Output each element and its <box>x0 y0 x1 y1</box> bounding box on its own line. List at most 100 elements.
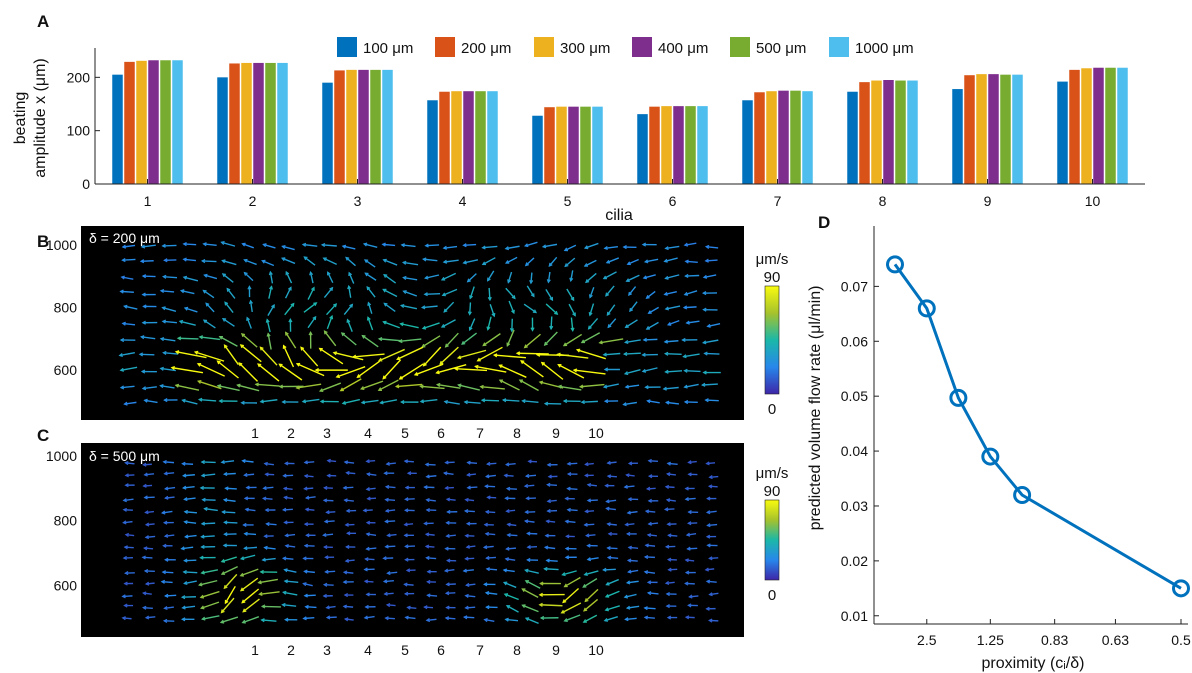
velocity-arrow-head <box>582 584 587 588</box>
velocity-arrow <box>684 242 697 246</box>
velocity-arrow-head <box>262 243 267 248</box>
velocity-arrow-head <box>603 367 609 372</box>
velocity-arrow-head <box>377 387 383 391</box>
velocity-arrow <box>341 332 357 346</box>
velocity-arrow-head <box>246 316 250 321</box>
bar-9-series-6 <box>1012 74 1023 184</box>
panel-a-xtick-label: 9 <box>984 193 992 209</box>
legend-swatch-3 <box>534 37 554 57</box>
velocity-arrow <box>201 473 216 477</box>
panel-b-label: B <box>37 232 49 251</box>
velocity-arrow <box>263 497 273 500</box>
velocity-arrow <box>706 580 717 583</box>
velocity-arrow <box>162 306 177 313</box>
velocity-arrow-head <box>444 460 449 465</box>
velocity-arrow-head <box>445 497 451 502</box>
velocity-arrow <box>296 363 325 377</box>
velocity-arrow <box>568 303 576 316</box>
velocity-arrow <box>685 559 695 562</box>
velocity-arrow <box>565 520 576 523</box>
velocity-arrow-head <box>641 368 647 373</box>
velocity-arrow <box>463 569 474 572</box>
velocity-arrow-head <box>200 521 206 526</box>
velocity-arrow <box>285 332 297 349</box>
velocity-arrow <box>405 498 415 501</box>
velocity-arrow <box>296 383 322 389</box>
velocity-arrow-head <box>141 605 147 610</box>
velocity-arrow <box>182 399 198 405</box>
velocity-arrow <box>523 303 537 314</box>
velocity-arrow-head <box>220 571 226 575</box>
velocity-arrow <box>202 615 220 620</box>
velocity-arrow <box>139 353 155 356</box>
velocity-arrow-head <box>365 592 370 597</box>
velocity-arrow-head <box>282 486 288 491</box>
velocity-arrow-head <box>142 304 147 309</box>
velocity-arrow-head <box>561 572 566 577</box>
velocity-arrow <box>268 286 273 299</box>
velocity-arrow-head <box>318 388 324 393</box>
velocity-arrow <box>464 401 481 404</box>
velocity-arrow <box>122 595 133 598</box>
velocity-arrow-head <box>364 557 369 562</box>
velocity-arrow-head <box>549 296 554 302</box>
velocity-arrow <box>557 364 585 379</box>
velocity-arrow <box>340 378 362 392</box>
velocity-arrow-head <box>476 357 481 362</box>
velocity-arrow <box>707 523 718 527</box>
velocity-arrow-head <box>703 351 708 356</box>
velocity-arrow <box>238 362 259 382</box>
velocity-arrow <box>427 594 438 597</box>
velocity-arrow-head <box>162 350 167 355</box>
velocity-arrow-head <box>587 325 592 330</box>
velocity-arrow <box>709 592 719 596</box>
velocity-arrow-head <box>301 242 307 247</box>
velocity-arrow <box>606 578 619 586</box>
velocity-arrow-head <box>118 352 123 358</box>
velocity-arrow-head <box>443 308 448 313</box>
panel-b: B δ = 200 μm 600 800 1000 1 2 3 4 5 6 7 8 9 10 μm/s9… <box>37 226 788 441</box>
panel-d-ytick-label: 0.03 <box>841 498 868 514</box>
velocity-arrow <box>163 461 175 464</box>
velocity-arrow-head <box>144 581 150 586</box>
velocity-arrow <box>458 384 480 391</box>
velocity-arrow-head <box>584 509 589 514</box>
velocity-arrow-head <box>181 605 186 610</box>
bar-3-series-5 <box>370 69 381 184</box>
velocity-arrow-head <box>303 256 308 261</box>
velocity-arrow-head <box>625 278 630 282</box>
velocity-arrow-head <box>283 579 289 584</box>
quiver-ytick-label: 800 <box>54 299 78 315</box>
velocity-arrow <box>264 546 276 550</box>
velocity-arrow <box>327 459 337 463</box>
velocity-arrow-head <box>662 386 667 391</box>
bar-1-series-5 <box>160 60 171 185</box>
velocity-arrow-head <box>143 568 149 574</box>
velocity-arrow-head <box>323 519 329 524</box>
velocity-arrow <box>164 534 175 537</box>
velocity-arrow-head <box>505 605 511 609</box>
velocity-arrow <box>525 617 539 625</box>
velocity-arrow-head <box>263 461 268 466</box>
velocity-arrow <box>143 606 153 610</box>
velocity-arrow-head <box>181 398 186 403</box>
velocity-arrow <box>455 367 488 372</box>
velocity-arrow-head <box>626 558 632 563</box>
velocity-arrow-head <box>239 587 245 592</box>
velocity-arrow-head <box>193 350 199 355</box>
velocity-arrow <box>704 352 720 355</box>
velocity-arrow-head <box>563 247 569 252</box>
velocity-arrow <box>645 510 656 513</box>
velocity-arrow <box>624 369 641 375</box>
panel-d-xtick-label: 2.5 <box>917 632 937 648</box>
velocity-arrow <box>644 607 656 610</box>
velocity-arrow-head <box>343 498 348 503</box>
velocity-arrow <box>244 546 257 550</box>
velocity-arrow-head <box>348 271 353 277</box>
panel-d-ytick-label: 0.04 <box>841 443 868 459</box>
velocity-arrow-head <box>705 510 711 515</box>
velocity-arrow-head <box>562 399 568 404</box>
velocity-arrow-head <box>626 261 631 266</box>
velocity-arrow <box>709 557 719 560</box>
